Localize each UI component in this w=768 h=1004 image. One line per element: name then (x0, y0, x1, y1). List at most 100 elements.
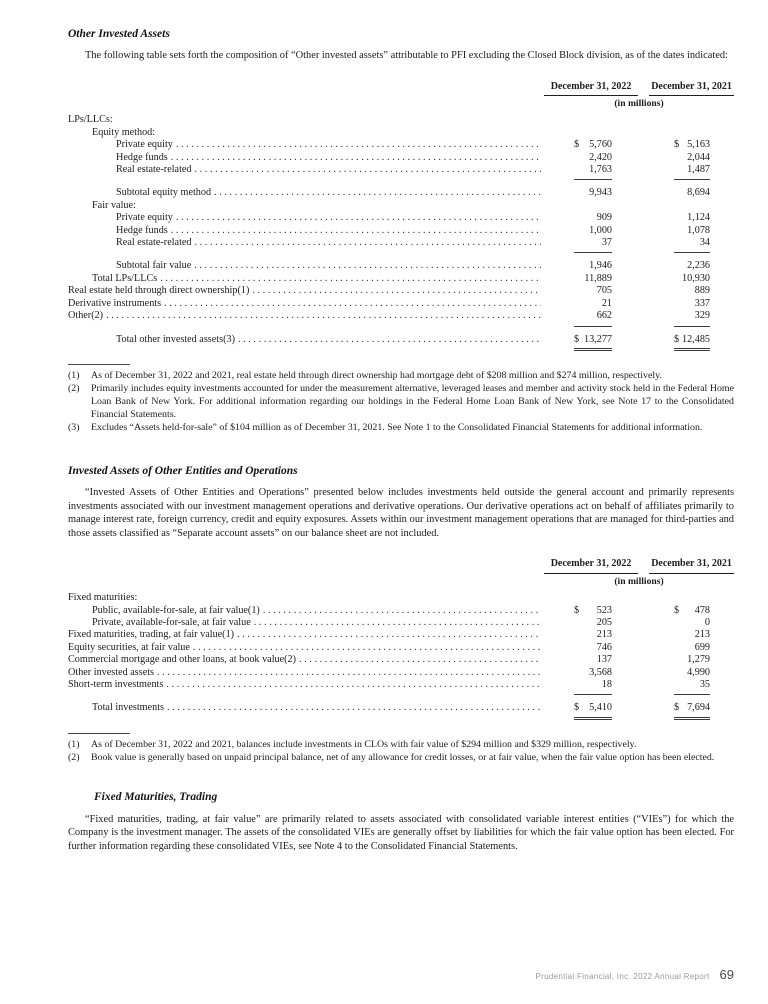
value-cell-v2022: 1,000 (544, 225, 638, 237)
footnote: (3) Excludes “Assets held-for-sale” of $1… (68, 421, 734, 434)
value-cell-v2021: $7,694 (649, 702, 734, 720)
row-label: Real estate-related (116, 164, 192, 176)
value-cell-v2021: 1,124 (649, 212, 734, 224)
value-number: 7,694 (687, 702, 710, 714)
value-cell-v2022: 137 (544, 654, 638, 666)
row-label-cell: Total other invested assets(3) (68, 334, 544, 346)
table-row: Short-term investments 18 35 (68, 678, 734, 696)
value-number: 2,236 (687, 260, 710, 272)
value-cell-v2021: 35 (649, 678, 734, 696)
value-number: 37 (601, 237, 612, 249)
row-label-cell: Total LPs/LLCs (68, 273, 544, 285)
value-number: 2,044 (687, 151, 710, 163)
value-number: 523 (596, 604, 612, 616)
table-row: LPs/LLCs: (68, 114, 734, 126)
dot-leader (195, 237, 541, 249)
row-label-cell: Commercial mortgage and other loans, at … (68, 654, 544, 666)
table-header-row: December 31, 2022 December 31, 2021 (68, 558, 734, 574)
footnote-number: (1) (68, 738, 80, 750)
row-label-cell: Subtotal fair value (68, 260, 544, 272)
value-cell-v2022: 9,943 (544, 187, 638, 199)
dot-leader (238, 334, 541, 346)
value-cell-v2021: $12,485 (649, 334, 734, 351)
column-header: December 31, 2022 (544, 558, 638, 574)
units-label: (in millions) (614, 575, 664, 587)
value-number: 205 (596, 616, 612, 628)
footnote-text: As of December 31, 2022 and 2021, balanc… (91, 738, 637, 750)
dollar-sign: $ (574, 333, 580, 345)
invested-assets-table: December 31, 2022 December 31, 2021 (in mi… (68, 558, 734, 720)
value-cell-v2022: $5,410 (544, 702, 638, 720)
value-number: 10,930 (681, 272, 710, 284)
row-label: Real estate-related (116, 237, 192, 249)
page-footer: Prudential Financial, Inc. 2022 Annual R… (535, 967, 734, 982)
row-label-cell: Real estate-related (68, 164, 544, 176)
value-cell-v2022: 909 (544, 212, 638, 224)
dollar-sign: $ (574, 702, 580, 714)
dot-leader (171, 152, 541, 164)
intro-paragraph: The following table sets forth the compo… (85, 50, 728, 61)
dollar-sign: $ (574, 604, 580, 616)
row-label-cell: Equity securities, at fair value (68, 642, 544, 654)
value-number: 3,568 (589, 666, 612, 678)
value-number: 213 (596, 629, 612, 641)
value-cell-v2021: 2,044 (649, 152, 734, 164)
dot-leader (195, 164, 541, 176)
value-number: 35 (699, 678, 710, 690)
value-cell-v2022: $5,760 (544, 139, 638, 151)
dot-leader (299, 654, 541, 666)
column-header: December 31, 2021 (649, 558, 734, 574)
value-number: 5,163 (687, 139, 710, 151)
value-number: 34 (699, 237, 710, 249)
value-cell-v2021: 10,930 (649, 273, 734, 285)
table-row: Public, available-for-sale, at fair valu… (68, 605, 734, 617)
dot-leader (254, 617, 541, 629)
value-cell-v2022: 2,420 (544, 152, 638, 164)
dot-leader (167, 702, 541, 714)
row-label: Private, available-for-sale, at fair val… (92, 616, 251, 628)
row-label: Commercial mortgage and other loans, at … (68, 654, 297, 666)
value-cell-v2022: 746 (544, 642, 638, 654)
footnote-number: (1) (68, 369, 80, 381)
value-cell-v2021: $5,163 (649, 139, 734, 151)
value-number: 889 (694, 285, 710, 297)
row-label-cell: Private, available-for-sale, at fair val… (68, 617, 544, 629)
table-row: Fair value: (68, 200, 734, 212)
table-row: Real estate held through direct ownershi… (68, 285, 734, 297)
row-label: Fair value: (92, 199, 136, 211)
row-label-cell: Subtotal equity method (68, 187, 544, 199)
table-row: Private equity 909 1,124 (68, 212, 734, 224)
dollar-sign: $ (674, 604, 680, 616)
footnote-text: Book value is generally based on unpaid … (91, 751, 715, 763)
value-number: 1,078 (687, 224, 710, 236)
column-header: December 31, 2022 (544, 81, 638, 96)
row-label-cell: Fair value: (68, 200, 734, 212)
row-label: Subtotal equity method (116, 187, 212, 199)
table-row: Hedge funds 1,000 1,078 (68, 225, 734, 237)
value-cell-v2022: $13,277 (544, 334, 638, 351)
value-number: 662 (596, 310, 612, 322)
table-units-row: (in millions) (68, 98, 734, 110)
table-row: Fixed maturities, trading, at fair value… (68, 629, 734, 641)
row-label: Fixed maturities: (68, 592, 138, 604)
value-cell-v2022: 18 (544, 679, 638, 696)
section-fixed-maturities-trading: Fixed Maturities, Trading “Fixed maturit… (68, 790, 734, 854)
dot-leader (194, 260, 541, 272)
dollar-sign: $ (674, 333, 680, 345)
table-row: Private equity$5,760$5,163 (68, 139, 734, 151)
value-cell-v2021: 699 (649, 642, 734, 654)
value-number: 21 (601, 297, 612, 309)
row-label: Public, available-for-sale, at fair valu… (92, 604, 260, 616)
table-row: Total other invested assets(3)$13,277 $12… (68, 334, 734, 351)
table-row: Commercial mortgage and other loans, at … (68, 654, 734, 666)
dollar-sign: $ (674, 702, 680, 714)
table-row: Total LPs/LLCs 11,889 10,930 (68, 273, 734, 285)
value-number: 909 (596, 212, 612, 224)
row-label: Other invested assets (68, 666, 155, 678)
footnote-number: (3) (68, 421, 80, 433)
section-other-invested-assets: Other Invested Assets The following tabl… (68, 27, 734, 434)
row-label: Hedge funds (116, 224, 168, 236)
value-number: 329 (694, 310, 710, 322)
value-cell-v2022: 1,946 (544, 260, 638, 272)
